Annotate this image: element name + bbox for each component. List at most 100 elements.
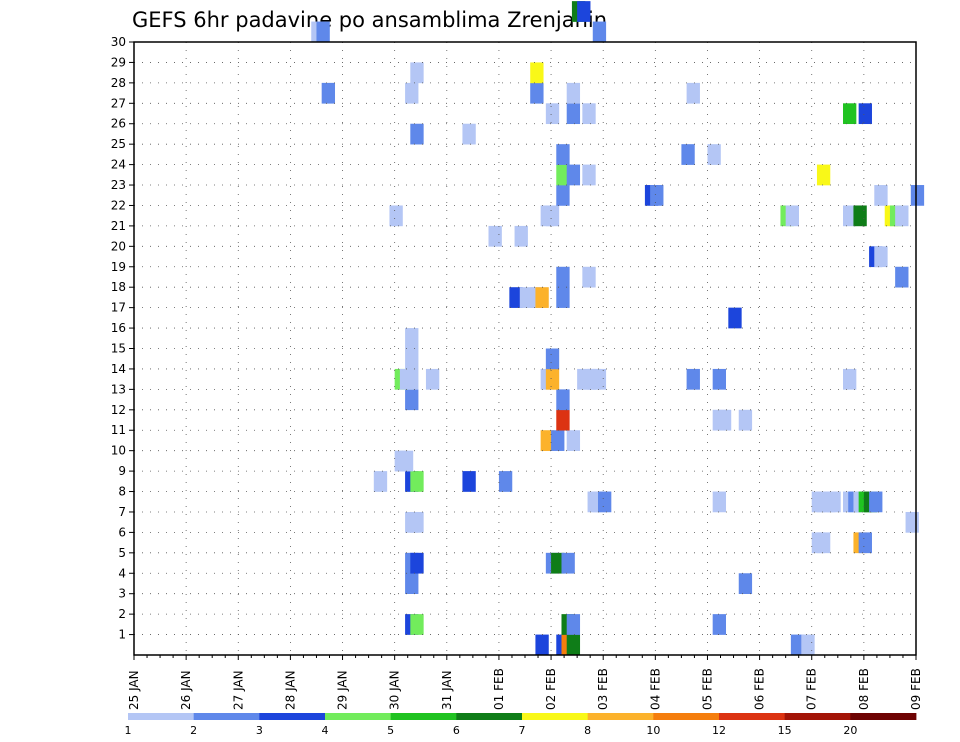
legend-label: 3 xyxy=(256,724,263,737)
chart-title: GEFS 6hr padavine po ansamblima Zrenjani… xyxy=(132,8,607,32)
heatmap-cell xyxy=(530,82,544,104)
heatmap-cell xyxy=(582,103,596,125)
heatmap-cell xyxy=(488,225,502,247)
heatmap-cell xyxy=(858,532,872,554)
legend-swatch xyxy=(456,713,523,720)
y-tick-label: 21 xyxy=(111,219,126,233)
legend-label: 12 xyxy=(712,724,726,737)
legend-label: 4 xyxy=(322,724,329,737)
x-tick-label: 03 FEB xyxy=(596,668,610,710)
y-tick-label: 24 xyxy=(111,158,126,172)
heatmap-cell xyxy=(545,348,560,370)
legend-label: 15 xyxy=(778,724,792,737)
y-tick-label: 22 xyxy=(111,198,126,212)
y-tick-label: 29 xyxy=(111,55,126,69)
legend-swatch xyxy=(259,713,326,720)
y-tick-label: 27 xyxy=(111,96,126,110)
heatmap-cell xyxy=(686,368,700,390)
legend-swatch xyxy=(784,713,851,720)
x-tick-label: 05 FEB xyxy=(700,668,714,710)
heatmap-cell xyxy=(566,614,581,635)
heatmap-cell xyxy=(905,511,919,533)
legend-swatch xyxy=(325,713,392,720)
y-tick-label: 4 xyxy=(118,566,126,580)
heatmap-cell xyxy=(566,164,581,186)
heatmap-cell xyxy=(405,328,419,349)
heatmap-cell xyxy=(545,205,560,227)
heatmap-cell xyxy=(425,368,440,390)
heatmap-cell xyxy=(540,430,554,451)
heatmap-cell xyxy=(707,144,721,165)
heatmap-cell xyxy=(592,368,607,390)
heatmap-cell xyxy=(874,246,888,268)
heatmap-cell xyxy=(405,389,419,411)
heatmap-cell xyxy=(551,430,565,451)
legend-label: 7 xyxy=(519,724,526,737)
heatmap-cell xyxy=(681,144,695,165)
x-tick-label: 28 JAN xyxy=(283,670,297,710)
legend-label: 1 xyxy=(125,724,132,737)
y-tick-label: 19 xyxy=(111,260,126,274)
x-tick-label: 30 JAN xyxy=(388,670,402,710)
heatmap-cell xyxy=(827,491,841,513)
heatmap-cell xyxy=(853,205,867,227)
x-tick-label: 06 FEB xyxy=(753,668,767,710)
y-tick-label: 20 xyxy=(111,239,126,253)
heatmap-cell xyxy=(519,287,534,308)
heatmap-cell xyxy=(858,103,872,125)
heatmap-cell xyxy=(410,123,424,145)
y-tick-label: 6 xyxy=(118,525,126,539)
heatmap-cell xyxy=(556,164,570,186)
x-tick-label: 07 FEB xyxy=(805,668,819,710)
y-tick-label: 30 xyxy=(111,35,126,49)
heatmap-cell xyxy=(545,368,560,390)
heatmap-cell xyxy=(874,185,888,206)
heatmap-cell xyxy=(592,21,607,43)
heatmap-cell xyxy=(785,205,799,227)
y-tick-label: 8 xyxy=(118,485,126,499)
heatmap-cell xyxy=(801,634,815,656)
legend-swatch xyxy=(850,713,917,720)
y-tick-label: 1 xyxy=(118,628,126,642)
y-tick-label: 5 xyxy=(118,546,126,560)
y-tick-label: 26 xyxy=(111,117,126,131)
heatmap-cell xyxy=(405,573,419,594)
heatmap-cell xyxy=(816,532,831,554)
legend-swatch xyxy=(128,713,195,720)
y-tick-label: 2 xyxy=(118,607,126,621)
x-tick-label: 04 FEB xyxy=(648,668,662,710)
x-tick-label: 27 JAN xyxy=(231,670,245,710)
y-tick-label: 7 xyxy=(118,505,126,519)
y-tick-label: 23 xyxy=(111,178,126,192)
heatmap-cell xyxy=(728,307,742,329)
heatmap-cell xyxy=(712,614,727,635)
legend-label: 6 xyxy=(453,724,460,737)
x-tick-label: 25 JAN xyxy=(127,670,141,710)
heatmap-cell xyxy=(410,511,424,533)
x-axis: 25 JAN 26 JAN 27 JAN 28 JAN 29 JAN 30 JAN 31 J… xyxy=(127,655,923,710)
heatmap-cell xyxy=(566,430,581,451)
y-tick-label: 15 xyxy=(111,342,126,356)
heatmap-cell xyxy=(373,471,388,492)
heatmap-cell xyxy=(551,552,565,574)
y-tick-label: 13 xyxy=(111,382,126,396)
x-tick-label: 01 FEB xyxy=(492,668,506,710)
heatmap-cell xyxy=(556,389,570,411)
color-legend: 1 2 3 4 5 6 7 8 10 12 15 20 xyxy=(125,713,917,737)
heatmap-cell xyxy=(556,266,570,288)
heatmap-cell xyxy=(843,103,857,125)
heatmap-cell xyxy=(410,62,424,84)
heatmap-cell xyxy=(556,287,570,308)
heatmap-cell xyxy=(561,552,575,574)
heatmap-cell xyxy=(405,348,419,370)
heatmap-cell xyxy=(462,123,476,145)
grid-lines xyxy=(134,42,916,655)
heatmap-cell xyxy=(545,103,560,125)
x-tick-label: 29 JAN xyxy=(336,670,350,710)
heatmap-cell xyxy=(405,368,419,390)
heatmap-cell xyxy=(582,164,596,186)
heatmap-cell xyxy=(410,552,424,574)
heatmap-cell xyxy=(566,103,581,125)
heatmap-cell xyxy=(738,409,753,431)
